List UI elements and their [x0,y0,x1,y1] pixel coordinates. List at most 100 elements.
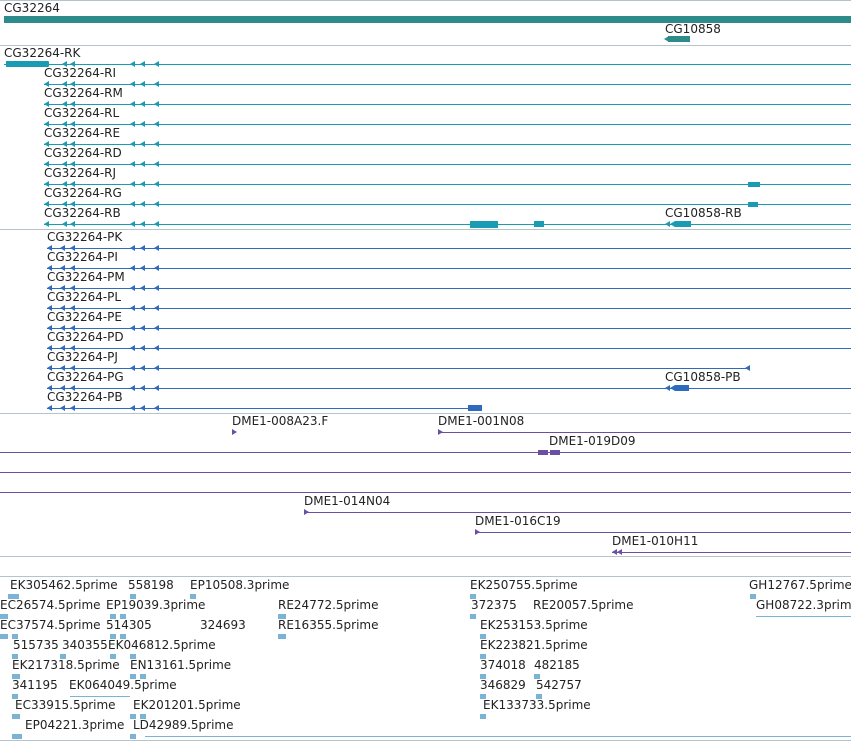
est-label[interactable]: GH08722.3prime [756,598,851,612]
est-label[interactable]: EK201201.5prime [133,698,241,712]
transcript-label[interactable]: CG32264-RJ [44,166,117,180]
est-block [120,614,126,619]
est-block [470,614,476,619]
est-label[interactable]: EC33915.5prime [15,698,116,712]
transcript-label[interactable]: CG32264-RG [44,186,122,200]
est-label[interactable]: RE16355.5prime [278,618,379,632]
strand-arrow-icon [62,61,67,67]
protein-label[interactable]: CG32264-PB [47,390,123,404]
strand-arrow-icon [130,245,135,251]
strand-arrow-icon [154,305,159,311]
clone-label[interactable]: DME1-008A23.F [232,414,329,428]
clone-label[interactable]: DME1-014N04 [304,494,391,508]
transcript-label[interactable]: CG32264-RI [44,66,117,80]
protein-label[interactable]: CG32264-PI [47,250,118,264]
est-label[interactable]: EN13161.5prime [130,658,232,672]
strand-arrow-icon [130,101,135,107]
est-label[interactable]: EC37574.5prime [0,618,101,632]
clone-label[interactable]: DME1-010H11 [612,534,699,548]
est-label[interactable]: 372375 [471,598,517,612]
transcript-label[interactable]: CG32264-RM [44,86,123,100]
strand-arrow-icon [60,365,65,371]
strand-arrow-icon [70,285,75,291]
est-label[interactable]: EK046812.5prime [108,638,216,652]
est-label[interactable]: RE24772.5prime [278,598,379,612]
clone-label[interactable]: DME1-019D09 [549,434,636,448]
strand-arrow-icon [140,81,145,87]
est-label[interactable]: EP19039.3prime [106,598,206,612]
transcript-label[interactable]: CG32264-RK [4,46,81,60]
est-label[interactable]: 515735 [13,638,59,652]
est-label[interactable]: 558198 [128,578,174,592]
est-label[interactable]: EK253153.5prime [480,618,588,632]
strand-arrow-icon [44,81,49,87]
strand-arrow-icon [130,161,135,167]
strand-arrow-icon [70,365,75,371]
est-label[interactable]: 482185 [534,658,580,672]
track-separator [0,0,851,1]
protein-label[interactable]: CG32264-PJ [47,350,118,364]
est-label[interactable]: 346829 [480,678,526,692]
est-label[interactable]: EC26574.5prime [0,598,101,612]
est-label[interactable]: EP04221.3prime [25,718,125,732]
strand-arrow-icon [60,265,65,271]
est-block [110,654,116,659]
protein-label[interactable]: CG32264-PM [47,270,125,284]
transcript-line [44,164,851,165]
strand-arrow-icon [47,325,52,331]
protein-label[interactable]: CG32264-PE [47,310,122,324]
protein-label[interactable]: CG32264-PL [47,290,122,304]
transcript-label[interactable]: CG32264-RL [44,106,120,120]
protein-label[interactable]: CG32264-PG [47,370,124,384]
est-label[interactable]: EK305462.5prime [10,578,118,592]
strand-arrow-icon [70,325,75,331]
transcript-label[interactable]: CG32264-RD [44,146,122,160]
est-label[interactable]: EP10508.3prime [190,578,290,592]
strand-arrow-icon [130,81,135,87]
strand-arrow-icon [47,405,52,411]
protein-label[interactable]: CG32264-PD [47,330,124,344]
transcript-label[interactable]: CG10858-RB [665,206,742,220]
protein-label[interactable]: CG10858-PB [665,370,741,384]
strand-arrow-icon [140,161,145,167]
gene-label[interactable]: CG32264 [4,1,60,15]
protein-label[interactable]: CG32264-PK [47,230,123,244]
est-label[interactable]: GH12767.5prime [749,578,851,592]
est-label[interactable]: 374018 [480,658,526,672]
strand-arrow-icon [304,509,309,515]
strand-arrow-icon [154,265,159,271]
strand-arrow-icon [154,365,159,371]
strand-arrow-icon [44,181,49,187]
clone-line [0,492,851,493]
est-block [536,694,542,699]
strand-arrow-icon [47,265,52,271]
transcript-label[interactable]: CG32264-RE [44,126,121,140]
est-label[interactable]: EK217318.5prime [12,658,120,672]
clone-label[interactable]: DME1-016C19 [475,514,561,528]
est-label[interactable]: 341195 [12,678,58,692]
est-label[interactable]: LD42989.5prime [133,718,234,732]
est-label[interactable]: EK223821.5prime [480,638,588,652]
clone-label[interactable]: DME1-001N08 [438,414,525,428]
est-block [120,634,126,639]
est-label[interactable]: EK250755.5prime [470,578,578,592]
est-label[interactable]: RE20057.5prime [533,598,634,612]
est-label[interactable]: EK064049.5prime [69,678,177,692]
est-block [140,674,146,679]
est-label[interactable]: 542757 [536,678,582,692]
gene-label[interactable]: CG10858 [665,22,721,36]
strand-arrow-icon [140,325,145,331]
transcript-line [44,124,851,125]
strand-arrow-icon [154,161,159,167]
est-label[interactable]: 324693 [200,618,246,632]
est-label[interactable]: EK133733.5prime [483,698,591,712]
strand-arrow-icon [47,245,52,251]
transcript-label[interactable]: CG32264-RB [44,206,121,220]
strand-arrow-icon [130,365,135,371]
strand-arrow-icon [130,201,135,207]
est-label[interactable]: 340355 [62,638,108,652]
est-block [60,654,66,659]
est-block [140,714,146,719]
est-label[interactable]: 514305 [106,618,152,632]
strand-arrow-icon [60,385,65,391]
